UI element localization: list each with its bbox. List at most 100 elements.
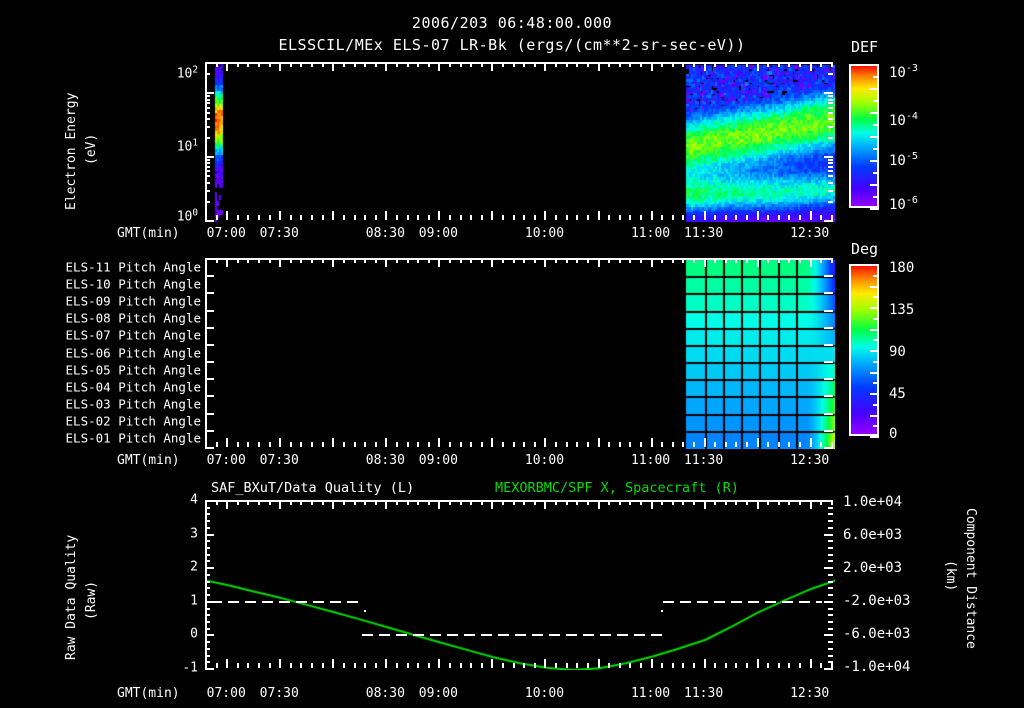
- bottom-left-ytick: -1: [182, 660, 198, 676]
- axis-tick: [290, 500, 292, 505]
- axis-tick: [322, 663, 324, 668]
- axis-tick: [375, 258, 377, 263]
- xaxis-tick-label: 11:00: [630, 226, 671, 241]
- axis-tick: [269, 215, 271, 220]
- page-title: 2006/203 06:48:00.000: [0, 14, 1024, 32]
- axis-tick: [824, 534, 833, 536]
- axis-tick: [746, 62, 748, 67]
- axis-tick: [824, 634, 833, 636]
- axis-tick: [704, 500, 706, 509]
- axis-tick: [534, 62, 536, 67]
- axis-tick: [300, 215, 302, 220]
- axis-tick: [704, 211, 706, 220]
- axis-tick: [205, 442, 207, 447]
- axis-tick: [205, 327, 214, 329]
- bottom-right-ytick: 6.0e+03: [843, 526, 903, 543]
- axis-tick: [385, 211, 387, 220]
- axis-tick: [824, 601, 833, 603]
- axis-tick: [544, 659, 546, 668]
- axis-tick: [258, 442, 260, 447]
- axis-tick: [598, 211, 600, 220]
- axis-tick: [205, 62, 210, 64]
- axis-tick: [205, 156, 214, 158]
- colorbar-tick: [873, 318, 879, 320]
- axis-tick: [449, 663, 451, 668]
- axis-tick: [460, 663, 462, 668]
- xaxis-tick-label: 11:00: [630, 686, 671, 701]
- axis-tick: [258, 663, 260, 668]
- colorbar-tick: [870, 88, 879, 90]
- data-quality-step-line: [211, 601, 362, 603]
- axis-tick: [481, 442, 483, 447]
- axis-tick: [205, 166, 210, 168]
- bottom-left-ytick: 3: [190, 526, 198, 542]
- pitch-angle-row-label: ELS-05 Pitch Angle: [65, 362, 201, 378]
- axis-tick: [757, 211, 759, 220]
- axis-tick: [205, 587, 210, 589]
- axis-tick: [682, 258, 684, 263]
- axis-tick: [226, 500, 228, 509]
- axis-tick: [205, 520, 210, 522]
- axis-tick: [544, 500, 546, 509]
- axis-tick: [491, 659, 493, 668]
- axis-tick: [828, 162, 833, 164]
- axis-tick: [205, 601, 214, 603]
- xaxis-tick-label: 07:00: [206, 686, 246, 701]
- axis-tick: [566, 258, 568, 263]
- axis-tick: [205, 608, 210, 610]
- axis-tick: [651, 258, 653, 267]
- axis-tick: [672, 663, 674, 668]
- colorbar-tick: [870, 184, 879, 186]
- axis-tick: [824, 378, 833, 380]
- axis-tick: [767, 258, 769, 263]
- axis-tick: [824, 395, 833, 397]
- axis-tick: [438, 211, 440, 220]
- def-colorbar-title: DEF: [851, 38, 879, 56]
- axis-tick: [205, 534, 214, 536]
- page-subtitle: ELSSCIL/MEx ELS-07 LR-Bk (ergs/(cm**2-sr…: [0, 36, 1024, 54]
- axis-tick: [799, 215, 801, 220]
- axis-tick: [216, 258, 218, 263]
- axis-tick: [824, 156, 833, 158]
- axis-tick: [205, 258, 214, 260]
- axis-tick: [449, 62, 451, 67]
- axis-tick: [576, 215, 578, 220]
- colorbar-tick: [870, 350, 879, 352]
- axis-tick: [237, 62, 239, 67]
- xaxis-tick-label: 07:00: [206, 226, 246, 241]
- axis-tick: [767, 442, 769, 447]
- axis-tick: [799, 442, 801, 447]
- axis-tick: [343, 62, 345, 67]
- axis-tick: [205, 292, 214, 294]
- axis-tick: [311, 442, 313, 447]
- axis-tick: [608, 258, 610, 263]
- axis-tick: [788, 442, 790, 447]
- axis-tick: [269, 62, 271, 67]
- axis-tick: [470, 215, 472, 220]
- deg-colorbar-title: Deg: [851, 240, 879, 258]
- axis-tick: [279, 258, 281, 267]
- axis-tick: [216, 62, 218, 67]
- top-ytick-1: 101: [176, 137, 198, 155]
- axis-tick: [828, 99, 833, 101]
- axis-tick: [735, 258, 737, 263]
- axis-tick: [205, 275, 214, 277]
- axis-tick: [438, 62, 440, 71]
- deg-label-0: 0: [889, 426, 898, 442]
- axis-tick: [693, 500, 695, 505]
- top-ytick-0: 100: [176, 207, 198, 225]
- axis-tick: [491, 258, 493, 267]
- xaxis-tick-label: 10:00: [524, 686, 565, 701]
- axis-tick: [205, 594, 210, 596]
- axis-tick: [322, 258, 324, 263]
- axis-tick: [216, 215, 218, 220]
- xaxis-tick-label: 08:30: [365, 226, 405, 241]
- axis-tick: [470, 442, 472, 447]
- axis-tick: [598, 438, 600, 447]
- axis-tick: [828, 62, 833, 64]
- axis-tick: [608, 62, 610, 67]
- axis-tick: [828, 527, 833, 529]
- axis-tick: [824, 292, 833, 294]
- axis-tick: [513, 663, 515, 668]
- xaxis-tick-label: 09:00: [418, 453, 458, 468]
